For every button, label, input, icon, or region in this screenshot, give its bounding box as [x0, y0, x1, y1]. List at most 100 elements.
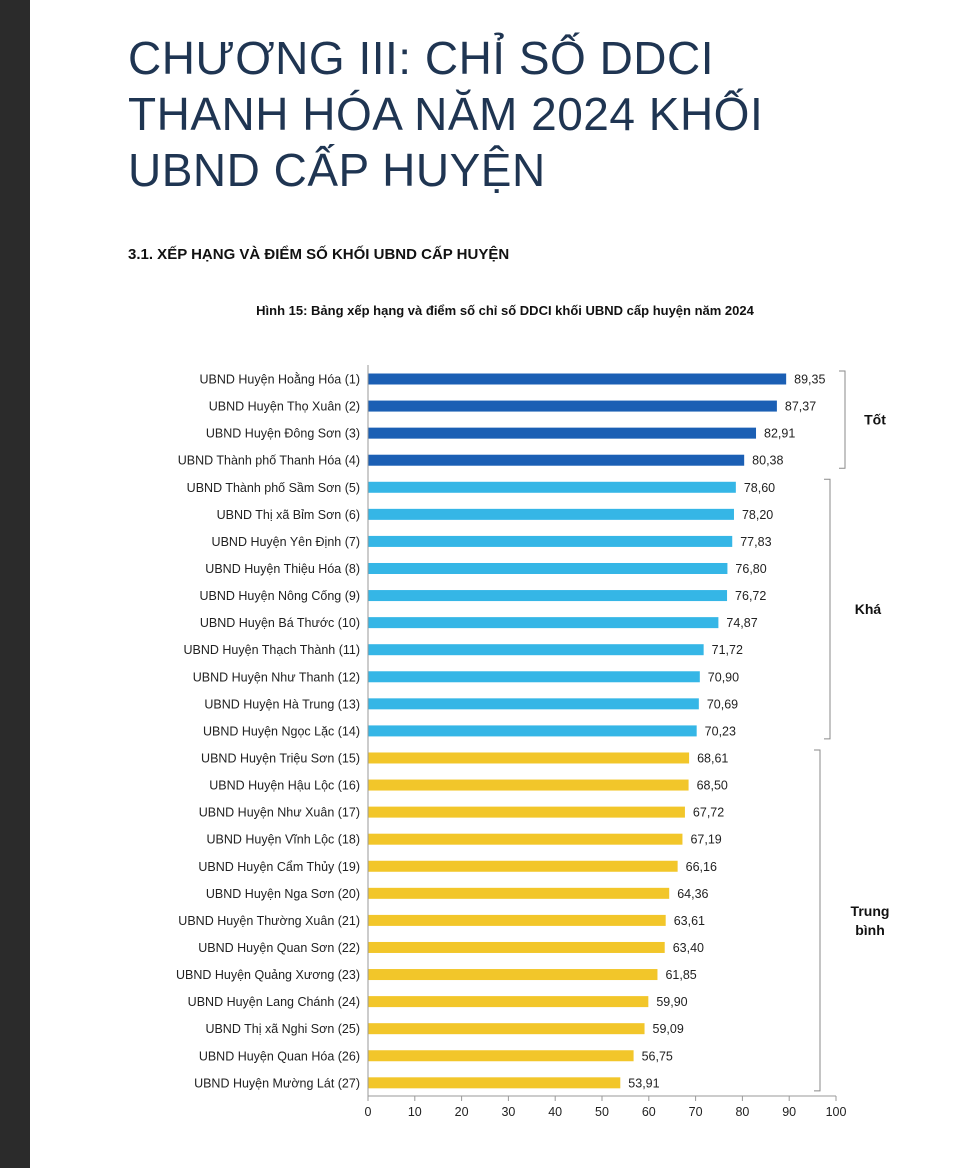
group-bracket	[839, 370, 846, 469]
category-label: UBND Huyện Nga Sơn (20)	[206, 887, 360, 901]
category-label: UBND Thị xã Nghi Sơn (25)	[205, 1022, 360, 1036]
category-label: UBND Huyện Quan Sơn (22)	[198, 941, 360, 955]
x-tick-label: 20	[455, 1105, 469, 1119]
x-tick-label: 40	[548, 1105, 562, 1119]
value-label: 89,35	[794, 373, 825, 387]
category-label: UBND Huyện Nông Cống (9)	[200, 589, 361, 603]
value-label: 71,72	[712, 643, 743, 657]
group-label: Trung	[851, 903, 890, 919]
bar	[368, 860, 678, 872]
category-label: UBND Huyện Như Xuân (17)	[199, 806, 360, 820]
category-label: UBND Huyện Cẩm Thủy (19)	[198, 860, 360, 874]
category-label: UBND Huyện Ngọc Lặc (14)	[203, 724, 360, 738]
chapter-title-line-2: THANH HÓA NĂM 2024 KHỐI	[128, 88, 764, 140]
group-label: bình	[855, 922, 885, 938]
category-label: UBND Huyện Yên Định (7)	[212, 535, 360, 549]
value-label: 74,87	[726, 616, 757, 630]
category-label: UBND Thị xã Bỉm Sơn (6)	[217, 508, 360, 522]
category-label: UBND Huyện Hậu Lộc (16)	[209, 779, 360, 793]
bar	[368, 1077, 621, 1089]
value-label: 68,50	[697, 779, 728, 793]
report-page: CHƯƠNG III: CHỈ SỐ DDCI THANH HÓA NĂM 20…	[30, 0, 980, 1168]
value-label: 61,85	[665, 968, 696, 982]
x-tick-label: 0	[365, 1105, 372, 1119]
value-label: 70,90	[708, 670, 739, 684]
category-label: UBND Huyện Hà Trung (13)	[204, 697, 360, 711]
category-label: UBND Huyện Lang Chánh (24)	[188, 995, 360, 1009]
x-tick-label: 60	[642, 1105, 656, 1119]
category-label: UBND Thành phố Sầm Sơn (5)	[187, 481, 360, 495]
x-tick-label: 80	[735, 1105, 749, 1119]
bar	[368, 1050, 634, 1062]
bar	[368, 590, 728, 602]
category-label: UBND Huyện Triệu Sơn (15)	[201, 751, 360, 765]
bar	[368, 1023, 645, 1035]
value-label: 59,90	[656, 995, 687, 1009]
bar	[368, 562, 728, 574]
figure-caption: Hình 15: Bảng xếp hạng và điểm số chỉ số…	[256, 303, 754, 318]
bar	[368, 941, 665, 953]
chapter-title-line-1: CHƯƠNG III: CHỈ SỐ DDCI	[128, 32, 715, 84]
category-label: UBND Huyện Mường Lát (27)	[194, 1076, 360, 1090]
x-tick-label: 100	[826, 1105, 847, 1119]
value-label: 68,61	[697, 751, 728, 765]
bar	[368, 454, 745, 466]
category-label: UBND Huyện Bá Thước (10)	[200, 616, 360, 630]
bar	[368, 914, 666, 926]
bars-layer: UBND Huyện Hoằng Hóa (1) 89,35 UBND Huyện …	[176, 372, 826, 1091]
x-tick-label: 90	[782, 1105, 796, 1119]
group-label: Tốt	[864, 412, 886, 428]
bar	[368, 508, 734, 520]
value-label: 77,83	[740, 535, 771, 549]
value-label: 80,38	[752, 454, 783, 468]
bar	[368, 969, 658, 981]
category-label: UBND Thành phố Thanh Hóa (4)	[178, 454, 360, 468]
value-label: 59,09	[653, 1022, 684, 1036]
value-label: 64,36	[677, 887, 708, 901]
bar	[368, 644, 704, 656]
chapter-title: CHƯƠNG III: CHỈ SỐ DDCI THANH HÓA NĂM 20…	[128, 30, 948, 198]
group-label: Khá	[855, 601, 882, 617]
value-label: 66,16	[686, 860, 717, 874]
category-label: UBND Huyện Thiệu Hóa (8)	[205, 562, 360, 576]
bar	[368, 535, 733, 547]
value-label: 82,91	[764, 427, 795, 441]
bar	[368, 806, 685, 818]
ranking-bar-chart: UBND Huyện Hoằng Hóa (1) 89,35 UBND Huyện …	[176, 365, 890, 1119]
group-bracket	[824, 478, 831, 740]
value-label: 56,75	[642, 1049, 673, 1063]
bar	[368, 887, 670, 899]
bar	[368, 996, 649, 1008]
bar	[368, 617, 719, 629]
section-heading: 3.1. XẾP HẠNG VÀ ĐIỂM SỐ KHỐI UBND CẤP H…	[128, 246, 510, 263]
value-label: 76,80	[735, 562, 766, 576]
category-label: UBND Huyện Vĩnh Lộc (18)	[206, 833, 360, 847]
value-label: 70,23	[705, 724, 736, 738]
x-axis: 0 10 20 30 40 50 60 70 80 90 100	[365, 365, 847, 1119]
category-label: UBND Huyện Thạch Thành (11)	[184, 643, 360, 657]
chapter-title-line-3: UBND CẤP HUYỆN	[128, 144, 546, 196]
x-tick-label: 30	[501, 1105, 515, 1119]
bar	[368, 725, 697, 737]
bar	[368, 698, 699, 710]
category-label: UBND Huyện Thọ Xuân (2)	[209, 400, 360, 414]
category-label: UBND Huyện Như Thanh (12)	[193, 670, 360, 684]
value-label: 78,60	[744, 481, 775, 495]
x-tick-label: 10	[408, 1105, 422, 1119]
bar	[368, 752, 690, 764]
category-label: UBND Huyện Thường Xuân (21)	[178, 914, 360, 928]
value-label: 53,91	[628, 1076, 659, 1090]
bar	[368, 400, 777, 412]
category-label: UBND Huyện Đông Sơn (3)	[206, 427, 360, 441]
bar	[368, 833, 683, 845]
category-label: UBND Huyện Quảng Xương (23)	[176, 968, 360, 982]
bar	[368, 427, 757, 439]
value-label: 70,69	[707, 697, 738, 711]
value-label: 67,72	[693, 806, 724, 820]
value-label: 63,40	[673, 941, 704, 955]
bar	[368, 779, 689, 791]
category-label: UBND Huyện Quan Hóa (26)	[199, 1049, 360, 1063]
bar	[368, 671, 700, 683]
value-label: 67,19	[690, 833, 721, 847]
value-label: 76,72	[735, 589, 766, 603]
